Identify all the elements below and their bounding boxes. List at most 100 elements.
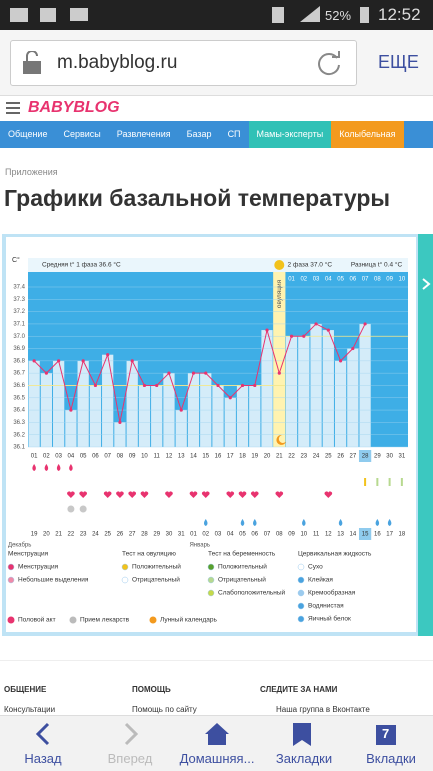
x-tick-label: 31 xyxy=(399,454,406,460)
footer-link[interactable]: Консультации xyxy=(4,705,56,714)
date-label: 07 xyxy=(264,532,271,538)
legend-label: Сухо xyxy=(308,564,323,571)
date-label: 15 xyxy=(362,532,369,538)
intercourse-icon xyxy=(189,491,198,498)
nav-item[interactable]: Мамы-эксперты xyxy=(248,121,332,148)
nav-button-label[interactable]: Вкладки xyxy=(366,751,416,766)
intercourse-icon xyxy=(67,491,75,498)
date-label: 25 xyxy=(104,532,111,538)
x-tick-label: 21 xyxy=(276,454,283,460)
nav-item[interactable]: Базар xyxy=(178,121,220,148)
date-label: 16 xyxy=(374,532,381,538)
date-label: 30 xyxy=(166,532,173,538)
footer: ОБЩЕНИЕ Консультации ПОМОЩЬ Помощь по сайту… xyxy=(0,660,433,716)
y-label: C° xyxy=(12,256,20,264)
logo[interactable]: BABYBLOG xyxy=(28,99,120,116)
temperature-point xyxy=(314,322,318,326)
test-icon xyxy=(388,478,391,486)
nav-button-label[interactable]: Вперед xyxy=(107,751,153,766)
y-tick-label: 37.1 xyxy=(13,322,25,328)
medication-icon xyxy=(67,505,75,513)
legend-label: Менструация xyxy=(18,564,59,571)
date-label: 05 xyxy=(239,532,246,538)
legend-label: Яичный белок xyxy=(308,615,351,623)
status-bar: 52% 12:52 xyxy=(0,0,433,30)
temperature-point xyxy=(32,359,36,363)
temperature-bar xyxy=(102,354,114,447)
temperature-point xyxy=(130,359,134,363)
url-box[interactable]: m.babyblog.ru xyxy=(10,40,357,86)
legend-label: Прием лекарств xyxy=(80,617,130,624)
current-day-date xyxy=(358,528,372,540)
date-label: 23 xyxy=(80,532,87,538)
date-label: 26 xyxy=(117,532,124,538)
temperature-point xyxy=(265,328,269,332)
nav-button-label[interactable]: Закладки xyxy=(275,751,333,766)
date-label: 13 xyxy=(337,532,344,538)
next-cycle-day: 05 xyxy=(337,277,344,283)
date-label: 31 xyxy=(178,532,185,538)
cervical-icon xyxy=(375,519,380,526)
y-tick-label: 36.1 xyxy=(13,445,25,451)
nav-button-label[interactable]: Назад xyxy=(24,751,62,766)
y-tick-label: 36.2 xyxy=(13,432,25,438)
intercourse-icon xyxy=(226,491,235,498)
x-tick-label: 18 xyxy=(239,454,246,460)
temperature-bar xyxy=(261,330,273,447)
nav-item[interactable]: Общение xyxy=(0,121,56,148)
legend-icon xyxy=(7,563,15,571)
temperature-point xyxy=(118,420,122,424)
nav-item[interactable]: Колыбельная xyxy=(331,121,404,148)
temperature-bar xyxy=(126,360,138,447)
status-icons xyxy=(10,6,369,23)
reload-icon[interactable] xyxy=(317,50,343,76)
legend-icon xyxy=(207,589,215,597)
temperature-point xyxy=(142,383,147,388)
date-label: 21 xyxy=(55,532,62,538)
legend-icon xyxy=(297,602,305,610)
next-cycle-day: 03 xyxy=(313,277,320,283)
clock: 12:52 xyxy=(378,5,421,24)
legend-icon xyxy=(207,563,215,571)
intercourse-icon xyxy=(128,491,136,498)
legend-icon xyxy=(297,576,305,584)
nav-item[interactable]: Развлечения xyxy=(108,121,179,148)
x-tick-label: 24 xyxy=(313,454,320,460)
nav-item[interactable]: Сервисы xyxy=(55,121,109,148)
nav-item[interactable]: СП xyxy=(219,121,249,148)
temperature-point xyxy=(216,383,220,388)
footer-link[interactable]: Помощь по сайту xyxy=(132,705,197,714)
next-cycle-day: 09 xyxy=(386,277,393,283)
x-tick-label: 15 xyxy=(202,454,209,460)
next-cycle-day: 07 xyxy=(362,277,369,283)
month-label: Январь xyxy=(189,543,210,549)
url: m.babyblog.ru xyxy=(57,52,178,73)
medication-icon xyxy=(79,505,87,513)
legend-label: Клейкая xyxy=(308,576,333,584)
date-label: 08 xyxy=(276,532,283,538)
date-label: 01 xyxy=(190,532,197,538)
intercourse-icon xyxy=(275,491,284,498)
menstruation-icon xyxy=(32,464,36,471)
current-day xyxy=(358,450,372,462)
legend-label: Слабоположительный xyxy=(218,589,286,597)
cervical-icon xyxy=(240,519,245,526)
breadcrumb[interactable]: Приложения xyxy=(5,167,58,177)
moon-icon xyxy=(276,434,287,445)
x-tick-label: 05 xyxy=(80,454,87,460)
hamburger[interactable] xyxy=(6,102,20,114)
menu-button[interactable]: ЕЩЕ xyxy=(378,52,419,72)
x-tick-label: 01 xyxy=(31,454,38,460)
x-tick-label: 02 xyxy=(43,454,50,460)
temperature-bar xyxy=(53,360,65,447)
ovulation-column xyxy=(273,272,286,447)
y-tick-label: 36.4 xyxy=(13,408,25,414)
nav-button-label[interactable]: Домашняя... xyxy=(179,751,255,766)
footer-link[interactable]: Наша группа в Вконтакте xyxy=(276,705,370,714)
footer-heading: ОБЩЕНИЕ xyxy=(4,685,47,694)
legend-icon xyxy=(121,563,129,571)
footer-heading: ПОМОЩЬ xyxy=(132,685,171,694)
temperature-point xyxy=(277,371,281,375)
x-tick-label: 07 xyxy=(104,454,111,460)
date-label: 06 xyxy=(251,532,258,538)
